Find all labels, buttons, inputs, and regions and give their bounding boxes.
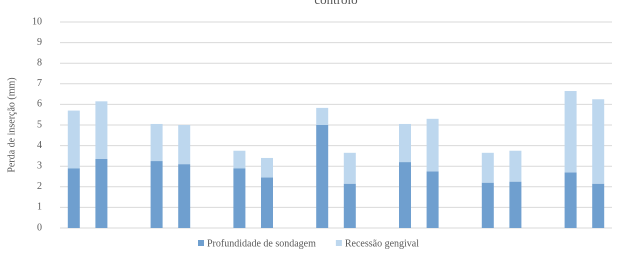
bar-segment — [316, 125, 329, 228]
y-tick-label: 7 — [37, 78, 42, 89]
bar-segment — [399, 162, 411, 228]
bar-segment — [95, 101, 108, 159]
bar-segment — [343, 152, 356, 184]
y-tick-label: 1 — [37, 202, 42, 213]
y-tick-label: 5 — [37, 119, 42, 130]
bar-segment — [178, 125, 191, 165]
y-tick-label: 4 — [37, 140, 42, 151]
y-tick-label: 0 — [37, 222, 42, 233]
bar-segment — [426, 118, 439, 172]
bar-segment — [592, 99, 605, 184]
bar-segment — [178, 164, 191, 228]
y-tick-label: 3 — [37, 160, 42, 171]
bar-segment — [592, 183, 605, 228]
y-axis-label: Perda de inserção (mm) — [6, 77, 17, 172]
bar-segment — [564, 91, 577, 173]
legend-swatch — [198, 240, 204, 246]
bar-segment — [261, 157, 273, 178]
y-tick-label: 6 — [37, 99, 42, 110]
bar-segment — [481, 152, 494, 183]
legend-swatch — [335, 240, 342, 246]
legend-label: Profundidade de sondagem — [207, 238, 316, 249]
bar-segment — [67, 168, 80, 228]
y-tick-label: 9 — [37, 37, 42, 48]
legend-label: Recessão gengival — [345, 238, 419, 249]
bar-segment — [481, 182, 494, 228]
bar-segment — [233, 168, 246, 228]
bar-segment — [95, 158, 108, 228]
y-tick-label: 10 — [32, 16, 42, 27]
y-tick-label: 8 — [37, 57, 42, 68]
bar-segment — [150, 123, 163, 162]
bar-segment — [67, 110, 80, 169]
bar-segment — [399, 123, 411, 163]
chart-title: controlo — [314, 0, 357, 7]
bar-segment — [343, 183, 356, 228]
bar-segment — [261, 177, 273, 228]
bar-segment — [509, 181, 522, 228]
bar-segment — [426, 171, 439, 228]
bar-segment — [233, 150, 246, 169]
y-tick-label: 2 — [37, 181, 42, 192]
bar-segment — [564, 172, 577, 228]
bar-segment — [316, 107, 329, 125]
bar-segment — [509, 150, 522, 182]
bar-segment — [150, 161, 163, 228]
